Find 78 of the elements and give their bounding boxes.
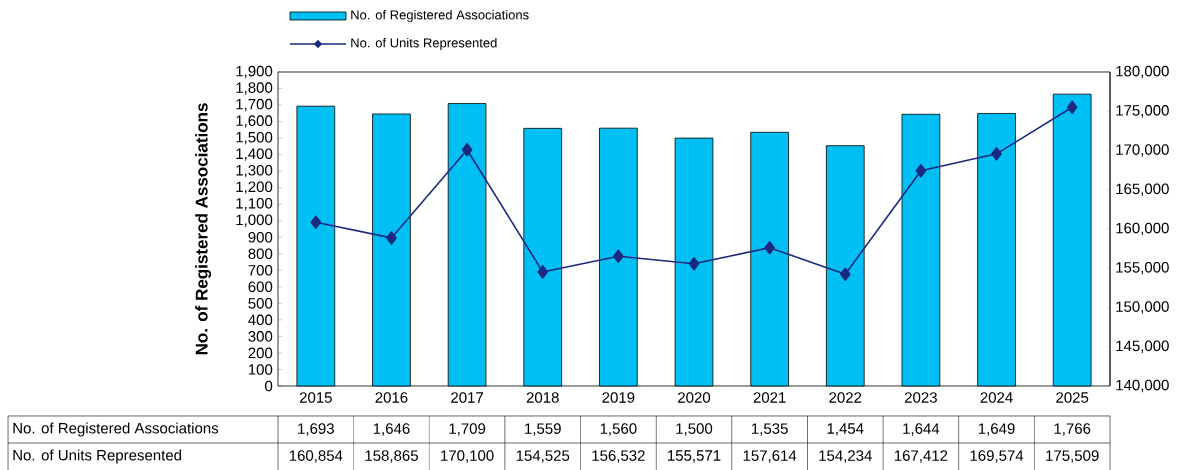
y-tick-label: 200	[248, 347, 273, 359]
data-label: 170,100	[441, 450, 494, 463]
y2-tick-label: 170,000	[1116, 144, 1169, 157]
data-label: 175,509	[1046, 450, 1099, 463]
y-tick-label: 1,100	[236, 197, 273, 211]
y-tick-label: 800	[248, 248, 273, 259]
y-tick-label: 700	[248, 264, 273, 276]
x-tick-label: 2020	[678, 392, 711, 403]
x-tick-label: 2017	[451, 392, 484, 403]
x-tick-label: 2018	[526, 392, 559, 403]
data-label: 1,454	[827, 423, 864, 436]
y-tick-label: 1,500	[236, 131, 273, 145]
data-label: 1,644	[903, 423, 940, 436]
y-axis-title: No. of Registered Associations	[195, 103, 212, 355]
data-label: 155,571	[668, 450, 721, 463]
data-label: 157,614	[743, 450, 797, 463]
x-tick-label: 2024	[980, 392, 1013, 403]
y-tick-label: 400	[248, 314, 273, 326]
y2-tick-label: 145,000	[1116, 340, 1169, 353]
point	[613, 249, 624, 263]
x-tick-label: 2023	[904, 392, 937, 403]
point	[386, 230, 397, 245]
point	[537, 265, 549, 279]
data-label: 156,532	[592, 450, 645, 463]
x-tick-label: 2016	[375, 392, 408, 403]
y-tick-label: 100	[248, 364, 273, 375]
y2-tick-label: 150,000	[1116, 301, 1169, 314]
y-tick-label: 300	[248, 330, 273, 342]
y2-tick-label: 160,000	[1116, 222, 1169, 236]
data-label: 1,709	[449, 423, 486, 436]
x-tick-label: 2021	[753, 392, 786, 403]
x-tick-label: 2025	[1056, 392, 1089, 403]
y-tick-label: 1,800	[236, 82, 273, 95]
point	[1066, 100, 1078, 114]
data-label: 1,560	[600, 423, 637, 436]
y-tick-label: 1,700	[236, 98, 273, 112]
y2-tick-label: 165,000	[1116, 183, 1169, 196]
y2-tick-label: 180,000	[1116, 65, 1169, 79]
data-label: 1,535	[752, 423, 788, 436]
data-label: 154,234	[819, 450, 872, 463]
y-tick-label: 1,600	[236, 115, 273, 128]
legend-label: No. of Registered Associations	[351, 9, 529, 22]
data-label: 1,693	[298, 423, 334, 436]
x-tick-label: 2015	[299, 392, 332, 403]
text: No. of Registered Associations	[13, 422, 219, 437]
y-tick-label: 1,200	[236, 181, 273, 194]
point	[310, 215, 322, 229]
text: No. of Units Represented	[13, 449, 182, 464]
y-tick-label: 1,400	[236, 148, 273, 161]
y-tick-label: 1,300	[236, 164, 273, 178]
data-label: 1,649	[978, 423, 1015, 436]
data-label: 1,500	[676, 423, 713, 436]
data-label: 167,412	[894, 450, 948, 463]
data-label: 154,525	[516, 450, 570, 463]
x-tick-label: 2022	[829, 392, 862, 403]
data-label: 1,646	[373, 423, 410, 436]
data-label: 158,865	[365, 450, 418, 463]
point	[991, 146, 1002, 161]
point	[915, 163, 927, 178]
y2-tick-label: 140,000	[1116, 379, 1169, 393]
legend-label: No. of Units Represented	[351, 37, 497, 50]
y-tick-label: 0	[265, 380, 273, 392]
data-label: 1,559	[525, 423, 561, 436]
point	[839, 267, 851, 281]
data-label: 1,766	[1054, 423, 1091, 436]
point	[461, 142, 473, 157]
y2-tick-label: 155,000	[1116, 261, 1169, 275]
point	[764, 240, 775, 255]
y-tick-label: 900	[248, 231, 273, 243]
y-tick-label: 1,000	[236, 214, 273, 227]
y-tick-label: 500	[248, 297, 273, 309]
point	[688, 256, 700, 271]
y-tick-label: 1,900	[236, 65, 273, 79]
data-label: 169,574	[970, 450, 1024, 463]
x-tick-label: 2019	[602, 392, 635, 403]
y2-tick-label: 175,000	[1116, 104, 1169, 118]
y-tick-label: 600	[248, 281, 273, 292]
data-label: 160,854	[289, 450, 343, 463]
